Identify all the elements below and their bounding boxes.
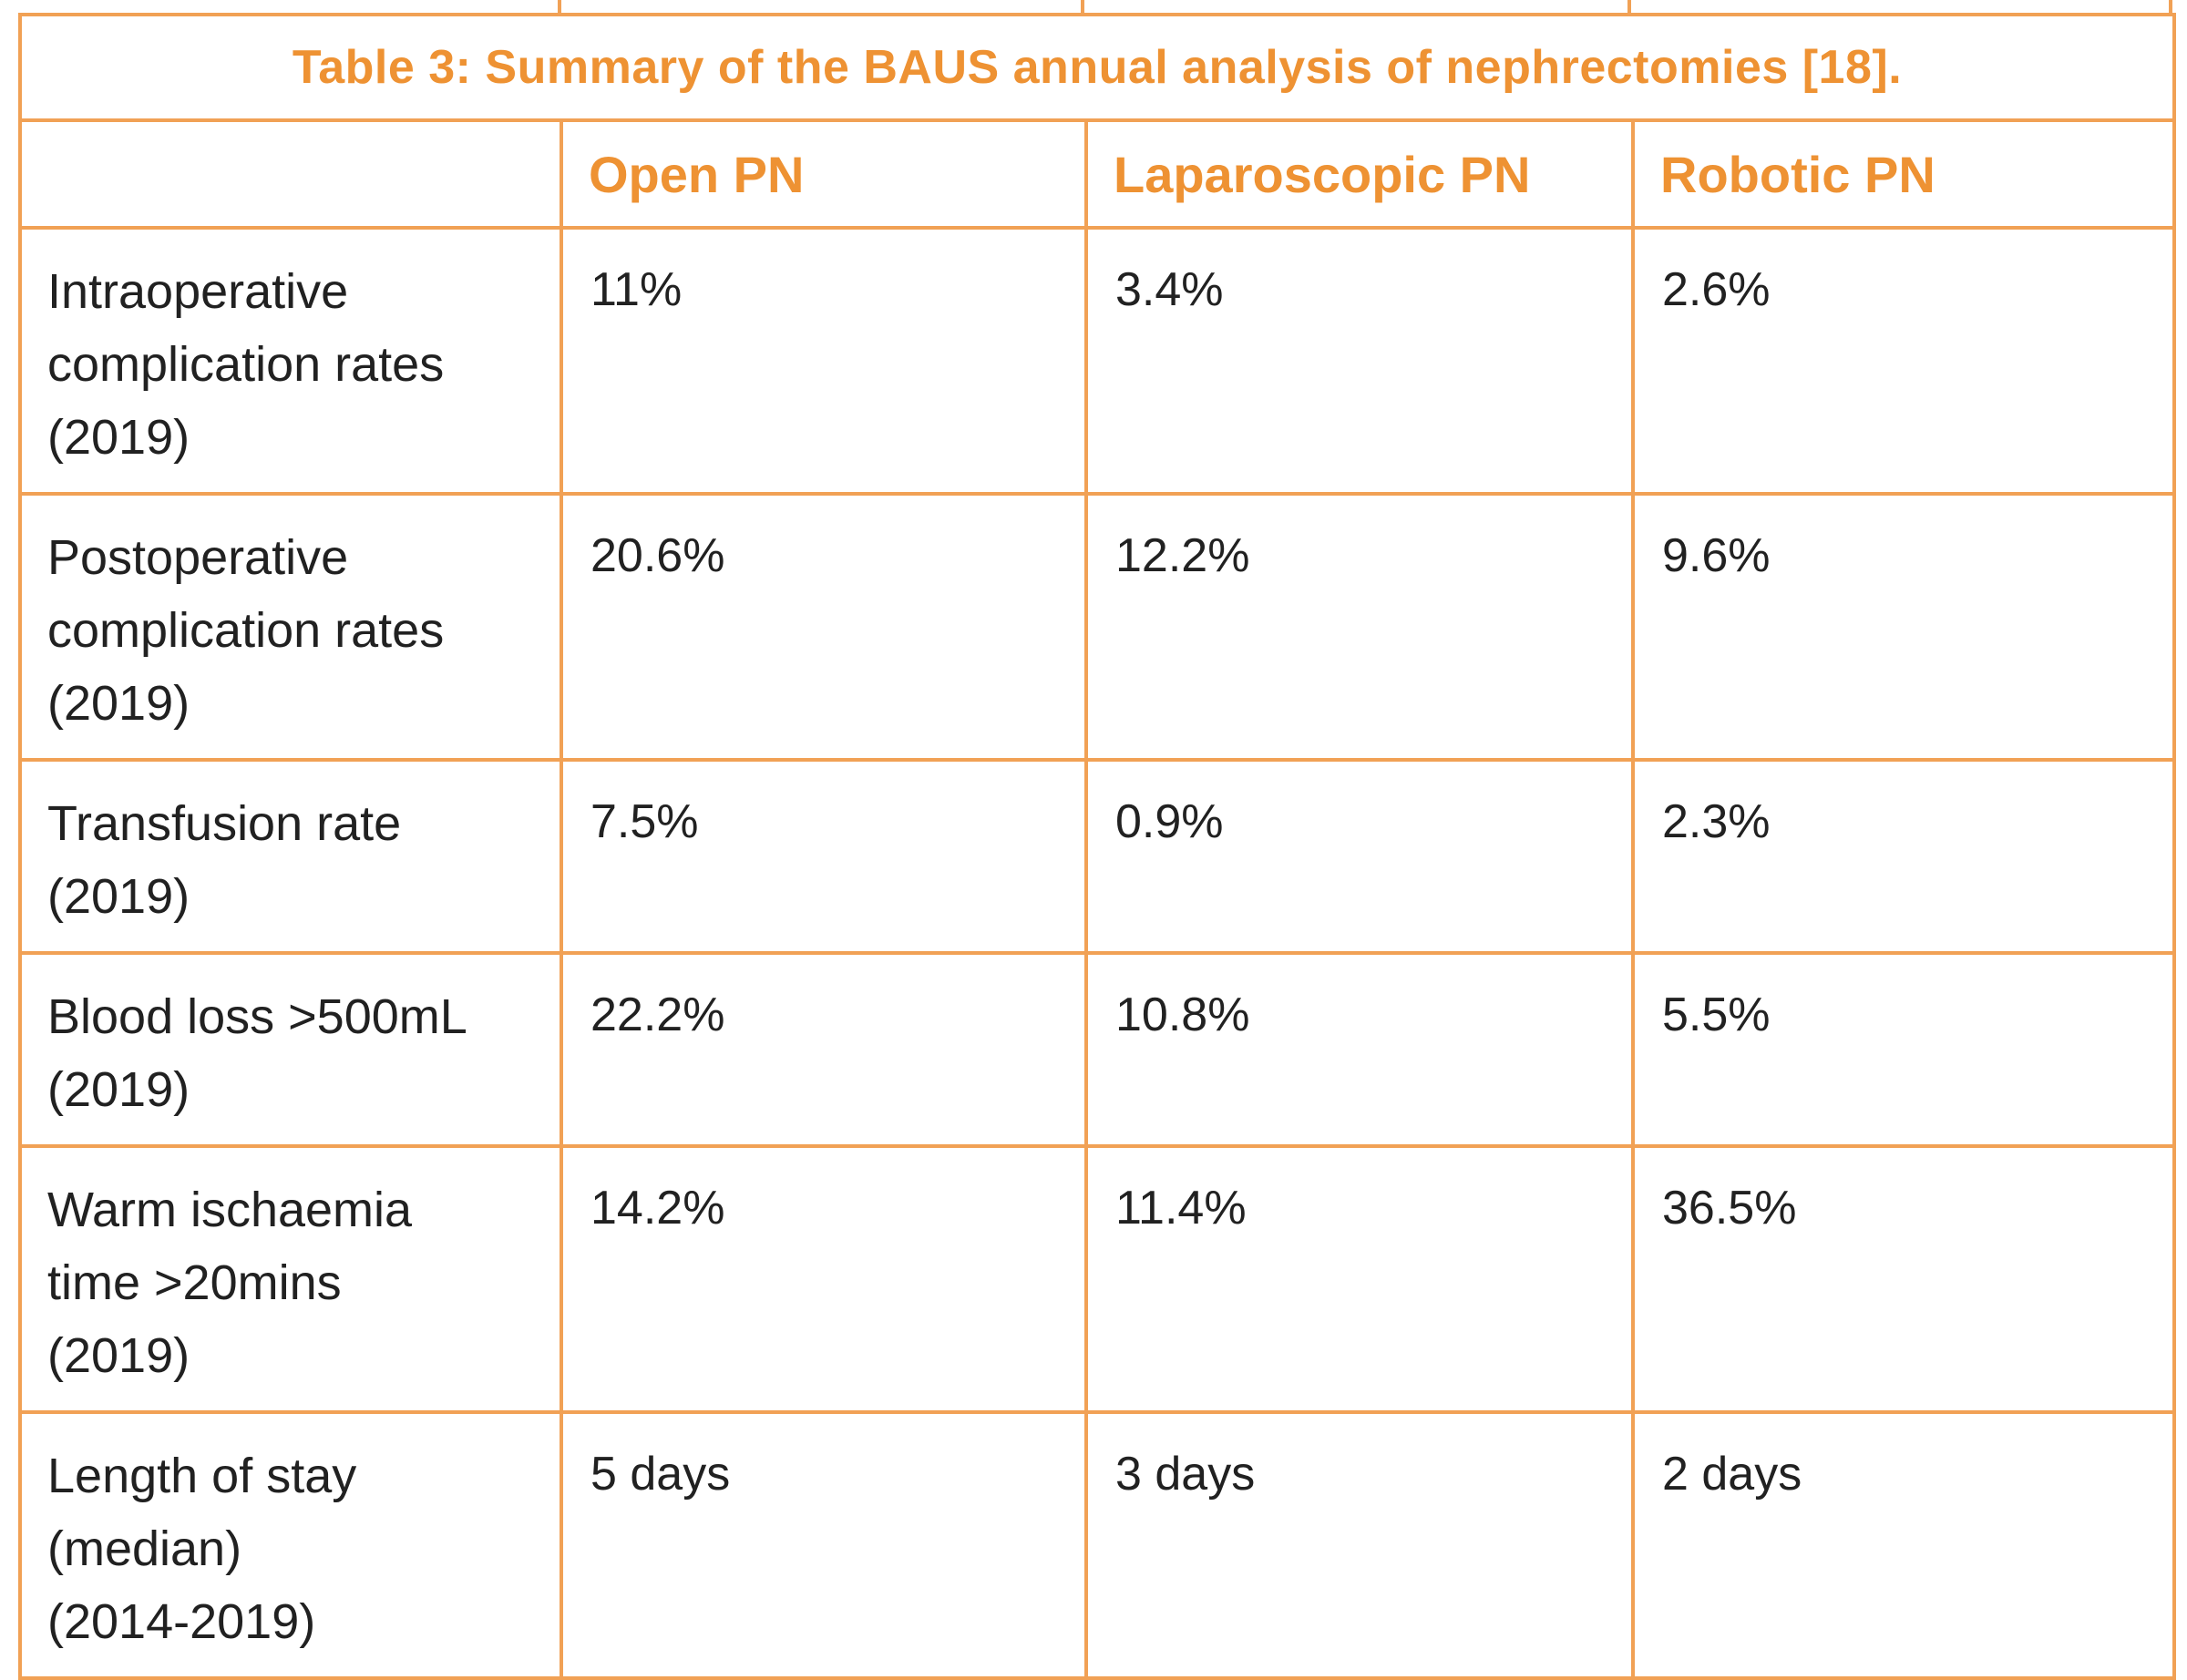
cell-value: 12.2% [1084, 492, 1635, 762]
cell-value: 14.2% [560, 1144, 1088, 1414]
table-row: Intraoperative complication rates (2019)… [18, 226, 2176, 496]
table-header-row: Open PN Laparoscopic PN Robotic PN [18, 118, 2176, 230]
column-border-stub [1081, 0, 1084, 16]
page: { "table": { "title": "Table 3: Summary … [18, 0, 2176, 1680]
column-header-laparoscopic-pn: Laparoscopic PN [1084, 118, 1635, 230]
table-row: Blood loss >500mL (2019) 22.2% 10.8% 5.5… [18, 951, 2176, 1148]
cell-value: 20.6% [560, 492, 1088, 762]
column-border-stub [1627, 0, 1631, 16]
cell-value: 5 days [560, 1410, 1088, 1680]
cell-value: 11.4% [1084, 1144, 1635, 1414]
cell-value: 2.3% [1631, 758, 2176, 955]
cell-value: 11% [560, 226, 1088, 496]
column-header-blank [18, 118, 563, 230]
cell-value: 9.6% [1631, 492, 2176, 762]
table-title: Table 3: Summary of the BAUS annual anal… [18, 13, 2176, 122]
cell-value: 3.4% [1084, 226, 1635, 496]
row-label-transfusion-rate: Transfusion rate (2019) [18, 758, 563, 955]
figure-table-3: Table 3: Summary of the BAUS annual anal… [18, 13, 2176, 1680]
column-header-robotic-pn: Robotic PN [1631, 118, 2176, 230]
row-label-warm-ischaemia-time: Warm ischaemia time >20mins (2019) [18, 1144, 563, 1414]
table-row: Postoperative complication rates (2019) … [18, 492, 2176, 762]
baus-nephrectomy-table: Table 3: Summary of the BAUS annual anal… [18, 13, 2176, 1680]
row-label-blood-loss: Blood loss >500mL (2019) [18, 951, 563, 1148]
column-border-stub [558, 0, 561, 16]
row-label-intraoperative-complications: Intraoperative complication rates (2019) [18, 226, 563, 496]
cell-value: 3 days [1084, 1410, 1635, 1680]
column-border-stub [2169, 0, 2172, 16]
column-header-open-pn: Open PN [560, 118, 1088, 230]
row-label-length-of-stay: Length of stay (median) (2014-2019) [18, 1410, 563, 1680]
cell-value: 5.5% [1631, 951, 2176, 1148]
cell-value: 0.9% [1084, 758, 1635, 955]
cell-value: 10.8% [1084, 951, 1635, 1148]
table-title-row: Table 3: Summary of the BAUS annual anal… [18, 13, 2176, 122]
cell-value: 36.5% [1631, 1144, 2176, 1414]
cell-value: 2 days [1631, 1410, 2176, 1680]
cell-value: 22.2% [560, 951, 1088, 1148]
table-row: Warm ischaemia time >20mins (2019) 14.2%… [18, 1144, 2176, 1414]
cell-value: 2.6% [1631, 226, 2176, 496]
table-row: Length of stay (median) (2014-2019) 5 da… [18, 1410, 2176, 1680]
row-label-postoperative-complications: Postoperative complication rates (2019) [18, 492, 563, 762]
table-row: Transfusion rate (2019) 7.5% 0.9% 2.3% [18, 758, 2176, 955]
cell-value: 7.5% [560, 758, 1088, 955]
